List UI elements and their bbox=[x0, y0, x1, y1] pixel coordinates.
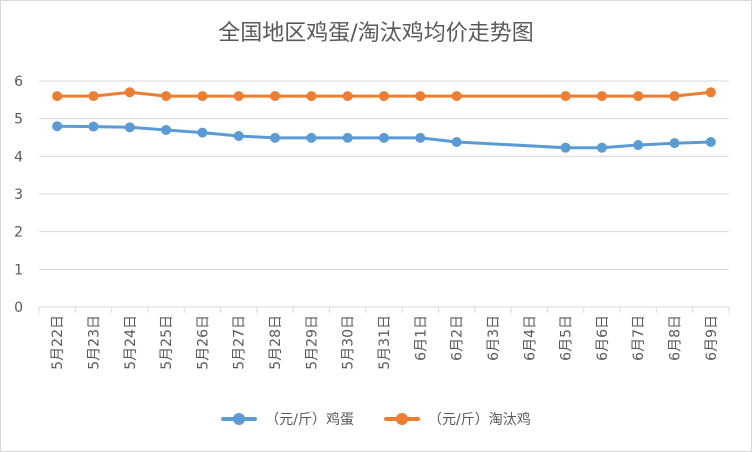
y-tick-label: 2 bbox=[14, 225, 23, 241]
data-point bbox=[233, 91, 244, 102]
y-tick-label: 6 bbox=[14, 74, 23, 90]
y-tick-label: 5 bbox=[14, 112, 23, 128]
legend-label-culled-hens: （元/斤）淘汰鸡 bbox=[428, 412, 531, 428]
x-tick-label: 5月30日 bbox=[341, 315, 357, 370]
data-point bbox=[52, 91, 63, 102]
data-point bbox=[415, 91, 426, 102]
data-point bbox=[705, 87, 716, 98]
data-point bbox=[560, 142, 571, 153]
x-tick-label: 6月9日 bbox=[704, 315, 720, 361]
y-tick-label: 0 bbox=[14, 300, 23, 316]
data-point bbox=[669, 91, 680, 102]
y-tick-label: 3 bbox=[14, 187, 23, 203]
plot-area: 0 1 2 3 4 5 6 5月22日 5月23日 5月24日 5月25日 5月26日 5月27日 5月2… bbox=[14, 74, 730, 370]
x-tick-label: 5月23日 bbox=[86, 315, 102, 370]
y-tick-label: 4 bbox=[14, 149, 23, 165]
legend-swatch-eggs bbox=[221, 413, 258, 425]
data-point bbox=[306, 132, 317, 143]
data-point bbox=[451, 91, 462, 102]
x-tick-label: 5月22日 bbox=[50, 315, 66, 370]
x-tick-label: 6月4日 bbox=[522, 315, 538, 361]
data-point bbox=[233, 130, 244, 141]
x-tick-label: 6月5日 bbox=[559, 315, 575, 361]
data-point bbox=[161, 124, 172, 135]
x-tick-label: 6月8日 bbox=[668, 315, 684, 361]
data-point bbox=[705, 137, 716, 148]
data-point bbox=[379, 91, 389, 102]
data-point bbox=[379, 132, 389, 143]
legend-label-eggs: （元/斤）鸡蛋 bbox=[265, 412, 354, 428]
data-point bbox=[124, 122, 135, 133]
x-tick-label: 5月27日 bbox=[232, 315, 248, 370]
x-tick-label: 6月7日 bbox=[631, 315, 647, 361]
data-point bbox=[52, 121, 63, 132]
x-tick-label: 5月31日 bbox=[377, 315, 393, 370]
data-point bbox=[88, 91, 99, 102]
x-tick-label: 6月3日 bbox=[486, 315, 502, 361]
legend-swatch-culled-hens bbox=[384, 413, 420, 425]
x-tick-label: 5月25日 bbox=[159, 315, 175, 370]
data-point bbox=[415, 132, 426, 143]
legend: （元/斤）鸡蛋 （元/斤）淘汰鸡 bbox=[1, 409, 751, 429]
data-point bbox=[306, 91, 317, 102]
data-point bbox=[88, 121, 99, 132]
data-point bbox=[124, 87, 135, 98]
data-point bbox=[451, 137, 462, 148]
data-point bbox=[669, 138, 680, 149]
x-tick-label: 6月2日 bbox=[450, 315, 466, 361]
x-tick-label: 5月29日 bbox=[304, 315, 320, 370]
data-point bbox=[197, 91, 208, 102]
y-tick-label: 1 bbox=[14, 262, 23, 278]
x-tick-label: 5月26日 bbox=[195, 315, 211, 370]
data-point bbox=[596, 142, 607, 153]
legend-item-culled-hens: （元/斤）淘汰鸡 bbox=[384, 409, 531, 429]
data-point bbox=[633, 91, 644, 102]
legend-item-eggs: （元/斤）鸡蛋 bbox=[221, 409, 354, 429]
x-tick-label: 6月6日 bbox=[595, 315, 611, 361]
x-tick-label: 5月28日 bbox=[268, 315, 284, 370]
data-point bbox=[197, 127, 208, 138]
x-tick-label: 5月24日 bbox=[123, 315, 139, 370]
data-point bbox=[161, 91, 172, 102]
x-tick-label: 6月1日 bbox=[413, 315, 429, 361]
data-point bbox=[633, 140, 644, 151]
data-point bbox=[270, 91, 281, 102]
data-point bbox=[342, 132, 353, 143]
chart-title: 全国地区鸡蛋/淘汰鸡均价走势图 bbox=[218, 21, 534, 46]
data-point bbox=[560, 91, 571, 102]
data-point bbox=[342, 91, 353, 102]
data-point bbox=[270, 132, 281, 143]
data-point bbox=[596, 91, 607, 102]
